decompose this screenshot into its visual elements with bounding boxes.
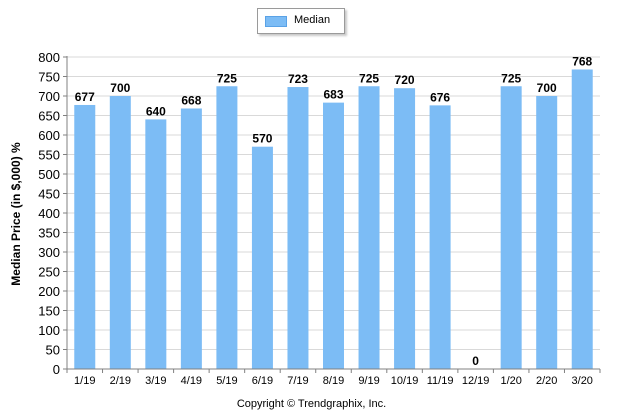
x-tick-label: 8/19	[323, 375, 344, 387]
y-tick-label: 300	[38, 245, 60, 260]
bar	[358, 86, 380, 369]
y-tick-label: 100	[38, 323, 60, 338]
bar	[74, 104, 96, 369]
x-tick-label: 3/19	[145, 375, 166, 387]
x-tick-label: 3/20	[572, 375, 593, 387]
legend: Median	[257, 8, 345, 34]
data-label: 700	[537, 81, 557, 95]
y-tick-label: 600	[38, 128, 60, 143]
x-tick-label: 10/19	[391, 375, 419, 387]
y-tick-label: 150	[38, 304, 60, 319]
data-labels: 677 700 640 668 725 570 723 683 725 720 676 0 725 700…	[75, 54, 593, 368]
data-label: 700	[110, 81, 130, 95]
legend-swatch-median	[265, 16, 287, 27]
y-tick-label: 450	[38, 187, 60, 202]
bar	[500, 86, 522, 369]
data-label: 676	[430, 90, 450, 104]
data-label: 668	[181, 93, 201, 107]
x-tick-label: 4/19	[181, 375, 202, 387]
data-label: 768	[572, 54, 592, 68]
bar	[323, 102, 344, 369]
bar	[109, 96, 131, 369]
bars	[74, 69, 593, 370]
data-label: 677	[75, 90, 95, 104]
y-tick-label: 700	[38, 89, 60, 104]
legend-label-median: Median	[294, 14, 331, 26]
axes: 0 50 100 150 200 250 300 350 400 450 500 550 600 650 7…	[38, 50, 601, 387]
x-tick-label: 2/20	[536, 375, 557, 387]
y-tick-label: 250	[38, 265, 60, 280]
data-label: 640	[146, 104, 166, 118]
y-tick-label: 400	[38, 206, 60, 221]
y-tick-label: 550	[38, 148, 60, 163]
bar	[287, 87, 309, 369]
copyright-text: Copyright © Trendgraphix, Inc.	[236, 398, 387, 410]
data-label: 725	[359, 71, 379, 85]
y-tick-label: 750	[38, 70, 60, 85]
x-tick-label: 9/19	[358, 375, 379, 387]
data-label: 723	[288, 72, 308, 86]
y-tick-label: 800	[38, 50, 60, 65]
bar	[571, 69, 593, 369]
bar	[251, 146, 273, 369]
x-tick-label: 11/19	[427, 375, 454, 387]
y-tick-label: 650	[38, 109, 60, 124]
data-label: 725	[501, 71, 521, 85]
bar	[216, 86, 238, 369]
x-tick-label: 12/19	[462, 375, 490, 387]
bar	[145, 119, 167, 370]
y-tick-label: 50	[46, 343, 60, 358]
bar	[394, 88, 416, 369]
y-tick-label: 0	[53, 362, 60, 377]
x-tick-label: 5/19	[216, 375, 237, 387]
y-tick-label: 350	[38, 226, 60, 241]
x-tick-label: 1/19	[74, 375, 95, 387]
data-label: 0	[472, 354, 479, 368]
x-tick-label: 7/19	[287, 375, 308, 387]
x-tick-label: 2/19	[110, 375, 131, 387]
y-tick-label: 500	[38, 167, 60, 182]
bar	[429, 105, 451, 370]
data-label: 720	[395, 73, 415, 87]
x-tick-label: 6/19	[252, 375, 273, 387]
data-label: 570	[252, 132, 272, 146]
data-label: 725	[217, 71, 237, 85]
bar	[536, 96, 558, 369]
y-tick-label: 200	[38, 284, 60, 299]
x-tick-label: 1/20	[500, 375, 521, 387]
bar	[180, 108, 202, 369]
data-label: 683	[323, 88, 343, 102]
y-axis-title: Median Price (in $,000) %	[9, 142, 23, 286]
